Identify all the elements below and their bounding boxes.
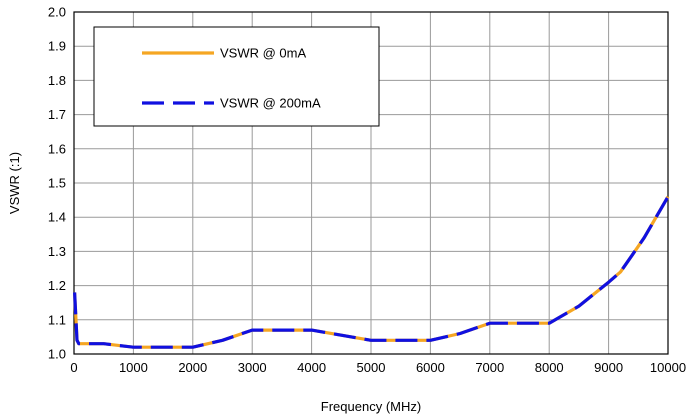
- y-tick-label: 1.3: [48, 244, 66, 259]
- x-tick-label: 0: [70, 360, 77, 375]
- y-tick-label: 2.0: [48, 5, 66, 20]
- y-tick-label: 1.9: [48, 39, 66, 54]
- x-tick-label: 1000: [119, 360, 148, 375]
- x-tick-label: 5000: [357, 360, 386, 375]
- legend-label-vswr-200ma: VSWR @ 200mA: [220, 96, 321, 111]
- series-line-1: [73, 195, 670, 349]
- x-tick-label: 10000: [650, 360, 686, 375]
- y-tick-labels: 1.0 1.1 1.2 1.3 1.4 1.5 1.6 1.7 1.8 1.9 2.0: [48, 5, 66, 362]
- y-tick-label: 1.8: [48, 73, 66, 88]
- y-tick-label: 1.7: [48, 107, 66, 122]
- y-tick-label: 1.2: [48, 278, 66, 293]
- x-tick-label: 3000: [238, 360, 267, 375]
- series-lines: [73, 195, 670, 349]
- x-tick-label: 2000: [178, 360, 207, 375]
- y-tick-label: 1.0: [48, 347, 66, 362]
- x-tick-label: 9000: [594, 360, 623, 375]
- legend-box: [93, 26, 380, 127]
- y-tick-label: 1.6: [48, 141, 66, 156]
- x-axis-label: Frequency (MHz): [321, 399, 421, 414]
- plot-frame: [73, 11, 669, 355]
- x-tick-label: 8000: [535, 360, 564, 375]
- x-tick-label: 6000: [416, 360, 445, 375]
- y-tick-label: 1.1: [48, 312, 66, 327]
- x-tick-label: 4000: [297, 360, 326, 375]
- y-tick-label: 1.4: [48, 210, 66, 225]
- y-axis-label: VSWR (:1): [7, 152, 22, 214]
- legend-label-vswr-0ma: VSWR @ 0mA: [220, 46, 306, 61]
- legend: VSWR @ 0mA VSWR @ 200mA: [93, 26, 380, 127]
- x-tick-label: 7000: [475, 360, 504, 375]
- y-tick-label: 1.5: [48, 176, 66, 191]
- x-tick-labels: 0 1000 2000 3000 4000 5000 6000 7000 8000 9000 100…: [70, 360, 686, 375]
